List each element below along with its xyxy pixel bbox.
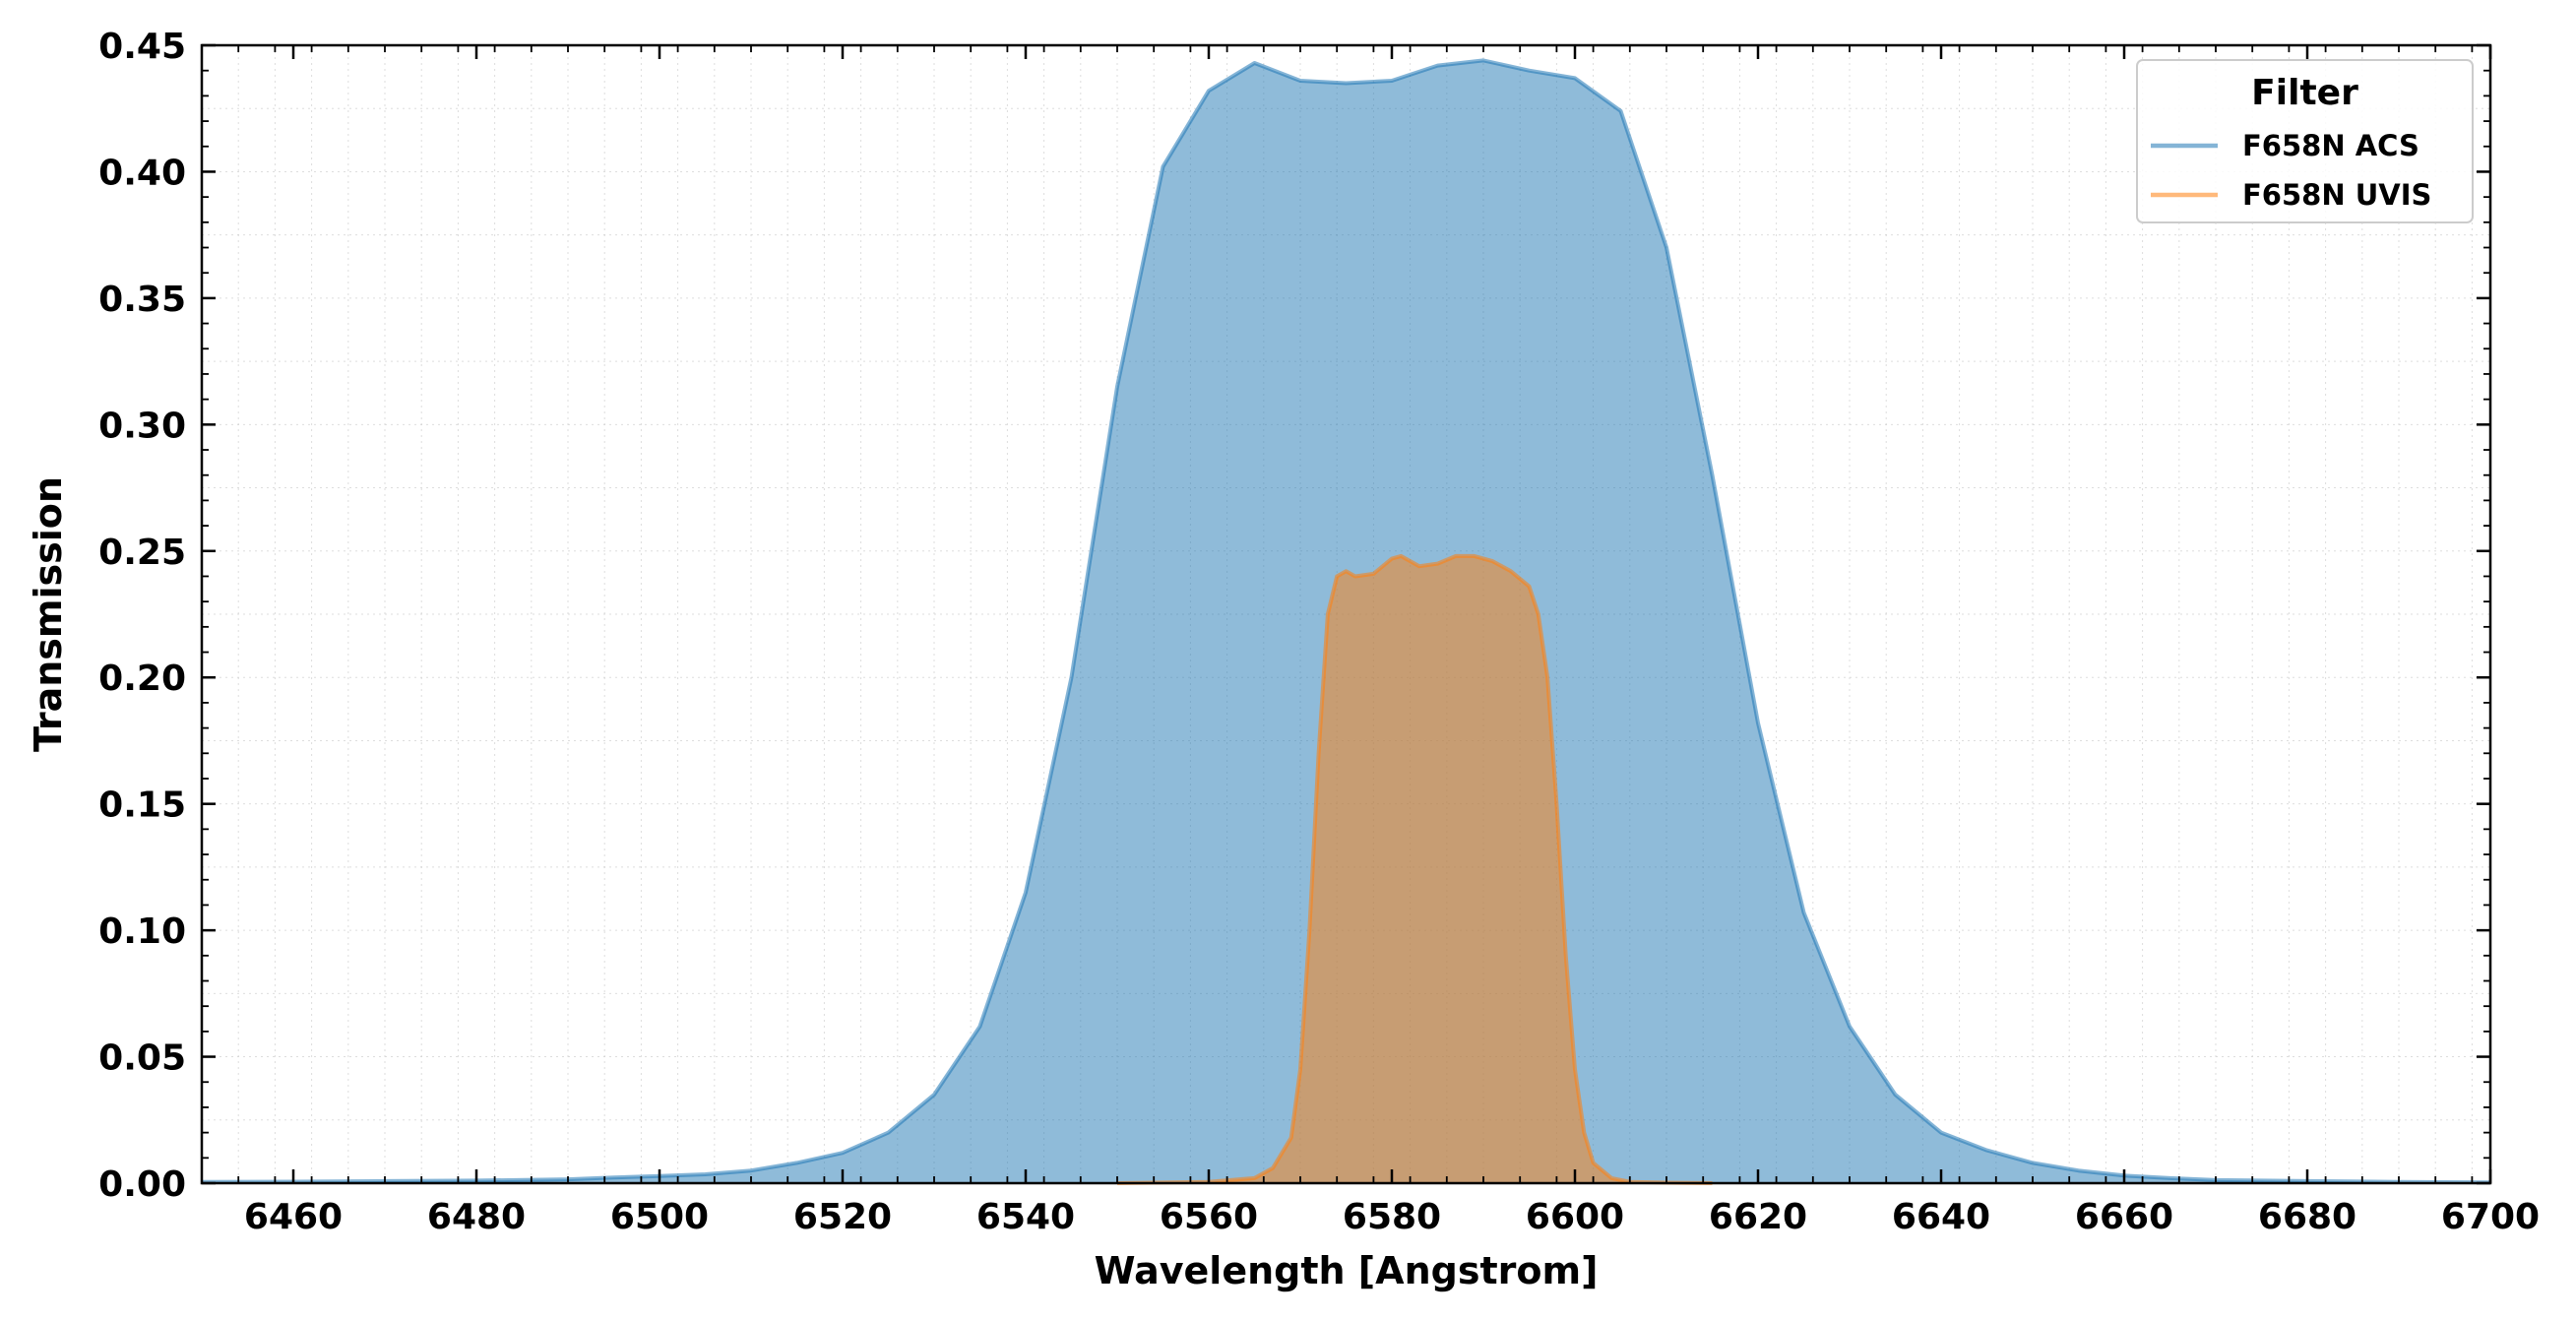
- y-tick-label: 0.40: [98, 153, 186, 193]
- y-axis-title: Transmission: [27, 476, 70, 752]
- y-tick-labels: 0.00 0.05 0.10 0.15 0.20 0.25 0.30 0.35 0.40 0.45: [98, 27, 186, 1205]
- axis-ticks: [201, 43, 2492, 1185]
- x-tick-label: 6560: [1160, 1197, 1258, 1237]
- y-tick-label: 0.05: [98, 1038, 186, 1079]
- legend-title: Filter: [2251, 73, 2358, 113]
- series-line-1: [1116, 553, 1713, 1185]
- y-tick-label: 0.35: [98, 280, 186, 320]
- y-tick-label: 0.15: [98, 786, 186, 826]
- x-tick-label: 6680: [2258, 1197, 2356, 1237]
- x-tick-label: 6520: [793, 1197, 892, 1237]
- y-tick-label: 0.20: [98, 659, 186, 699]
- x-axis-title: Wavelength [Angstrom]: [1095, 1249, 1599, 1292]
- x-tick-label: 6540: [976, 1197, 1075, 1237]
- legend-label-acs: F658N ACS: [2242, 129, 2419, 162]
- x-tick-label: 6480: [427, 1197, 526, 1237]
- x-tick-label: 6620: [1709, 1197, 1807, 1237]
- y-tick-label: 0.45: [98, 27, 186, 67]
- legend-label-uvis: F658N UVIS: [2242, 178, 2431, 212]
- legend: Filter F658N ACS F658N UVIS: [2136, 59, 2474, 223]
- x-tick-label: 6580: [1343, 1197, 1441, 1237]
- y-tick-label: 0.10: [98, 911, 186, 952]
- x-tick-label: 6460: [244, 1197, 343, 1237]
- legend-box: [2136, 59, 2474, 223]
- x-tick-label: 6600: [1526, 1197, 1624, 1237]
- plot-frame: [200, 43, 2492, 1185]
- series-area-1: [1117, 555, 1713, 1183]
- x-tick-label: 6700: [2441, 1197, 2540, 1237]
- x-tick-label: 6640: [1892, 1197, 1990, 1237]
- y-tick-label: 0.30: [98, 406, 186, 446]
- x-tick-labels: 6460 6480 6500 6520 6540 6560 6580 6600 6620 6640…: [244, 1197, 2540, 1237]
- x-tick-label: 6500: [610, 1197, 709, 1237]
- series-line-0: [201, 58, 2491, 1185]
- series-areas: [201, 58, 2491, 1185]
- x-tick-label: 6660: [2075, 1197, 2173, 1237]
- y-tick-label: 0.00: [98, 1164, 186, 1205]
- y-tick-label: 0.25: [98, 533, 186, 573]
